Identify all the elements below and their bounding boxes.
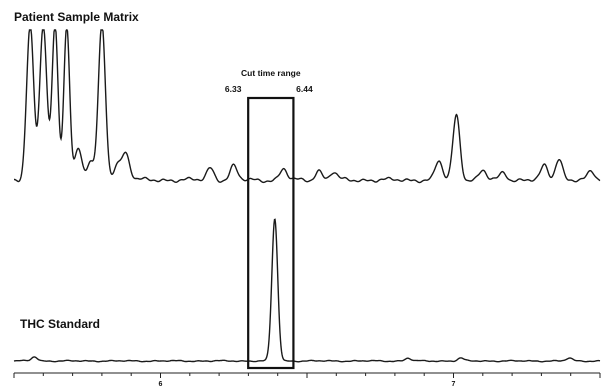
patient-sample-trace <box>14 29 601 184</box>
cut-window-end-label: 6.44 <box>296 84 313 94</box>
cut-window-title: Cut time range <box>241 68 301 78</box>
thc-standard-trace <box>13 218 601 363</box>
top-trace-group: Patient Sample Matrix <box>14 10 601 184</box>
cut-window-box <box>247 96 295 370</box>
x-tick-label: 7 <box>452 381 456 388</box>
bottom-trace-group: THC Standard <box>13 218 601 363</box>
patient-sample-label: Patient Sample Matrix <box>14 10 139 24</box>
cut-window-group: Cut time range 6.33 6.44 <box>225 68 313 370</box>
x-tick-label: 6 <box>159 381 163 388</box>
thc-standard-label: THC Standard <box>20 317 100 331</box>
cut-window-start-label: 6.33 <box>225 84 242 94</box>
